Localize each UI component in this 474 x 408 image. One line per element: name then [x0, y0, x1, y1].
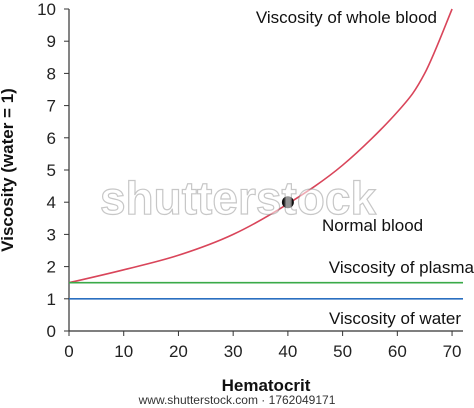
x-tick-label: 10: [114, 342, 133, 361]
series-label-0: Viscosity of whole blood: [256, 8, 437, 27]
x-tick-label: 70: [443, 342, 462, 361]
y-tick-label: 6: [47, 129, 56, 148]
x-tick-label: 20: [169, 342, 188, 361]
x-tick-label: 60: [388, 342, 407, 361]
y-tick-label: 7: [47, 97, 56, 116]
series-line-0: [68, 8, 453, 284]
markers: Normal blood: [281, 196, 423, 235]
y-axis-title: Viscosity (water = 1): [0, 88, 17, 252]
series-labels: Viscosity of whole blood Viscosity of pla…: [256, 8, 474, 328]
x-tick-label: 0: [64, 342, 73, 361]
y-tick-label: 2: [47, 258, 56, 277]
x-tick-label: 30: [224, 342, 243, 361]
marker-label-0: Normal blood: [322, 216, 423, 235]
y-tick-label: 9: [47, 32, 56, 51]
x-tick-label: 40: [278, 342, 297, 361]
watermark-strip: [0, 393, 474, 408]
y-tick-label: 8: [47, 64, 56, 83]
y-tick-label: 5: [47, 161, 56, 180]
marker-point-0: [281, 196, 294, 209]
y-tick-label: 1: [47, 290, 56, 309]
series-label-2: Viscosity of water: [329, 309, 461, 328]
watermark-url: www.shutterstock.com · 1762049171: [138, 393, 336, 407]
ticks: 0 1 2 3 4 5 6 7 8 9 10 0 10 20 30 40 50 60 70: [37, 0, 461, 361]
series-label-1: Viscosity of plasma: [329, 258, 474, 277]
y-tick-label: 3: [47, 225, 56, 244]
watermark-logo: shutterstock: [100, 172, 376, 224]
series-lines: [68, 8, 463, 300]
y-tick-label: 0: [47, 322, 56, 341]
x-axis-title: Hematocrit: [222, 376, 311, 395]
x-tick-label: 50: [333, 342, 352, 361]
y-tick-label: 4: [47, 193, 56, 212]
y-tick-label: 10: [37, 0, 56, 19]
